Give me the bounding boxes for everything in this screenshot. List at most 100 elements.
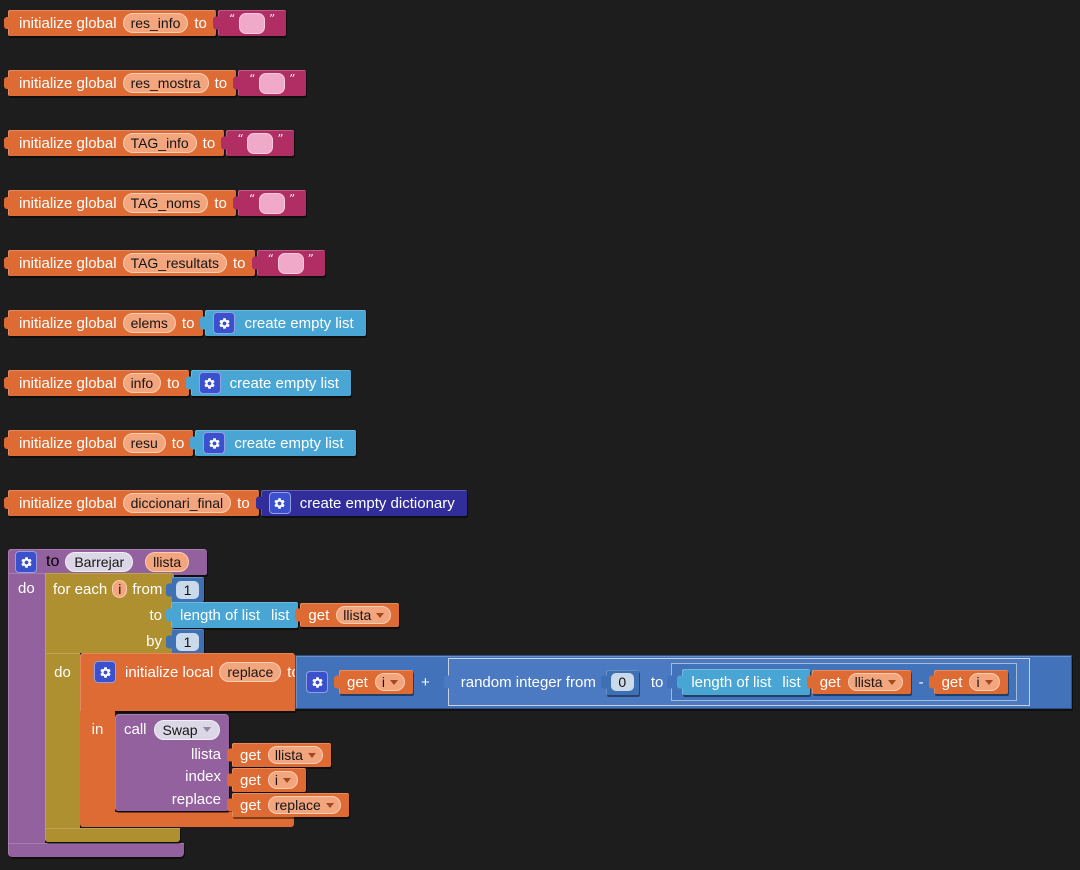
init-global-diccionari_final[interactable]: initialize global diccionari_final to cr…	[4, 490, 467, 516]
empty-string-block[interactable]: “ ”	[238, 70, 307, 96]
init-global-TAG_noms[interactable]: initialize global TAG_noms to “ ”	[4, 190, 307, 216]
global-name-field[interactable]: TAG_noms	[122, 193, 209, 213]
init-global-block[interactable]: initialize global elems to	[3, 310, 204, 336]
number-block-zero[interactable]: 0	[605, 669, 639, 695]
get-label: get	[819, 673, 841, 691]
init-global-block[interactable]: initialize global info to	[4, 370, 189, 396]
global-name-field[interactable]: TAG_resultats	[122, 253, 227, 273]
get-variable-block[interactable]: get replace	[232, 793, 349, 817]
dropdown-caret-icon	[325, 802, 334, 808]
init-global-TAG_resultats[interactable]: initialize global TAG_resultats to “ ”	[4, 250, 325, 276]
init-global-elems[interactable]: initialize global elems to create empty …	[3, 310, 366, 336]
string-text-field[interactable]	[259, 72, 286, 94]
initialize-local-block[interactable]: initialize local replace to	[80, 653, 300, 711]
create-empty-list-block[interactable]: create empty list	[195, 430, 356, 456]
init-global-block[interactable]: initialize global TAG_noms to	[4, 190, 236, 216]
init-global-block[interactable]: initialize global TAG_info to	[3, 130, 225, 156]
empty-string-block[interactable]: “ ”	[256, 250, 325, 276]
to-label: to	[149, 607, 162, 624]
mutator-gear-icon[interactable]	[268, 492, 291, 514]
procedure-param-field[interactable]: llista	[145, 552, 190, 572]
math-minus-block[interactable]: length of list list get llista - get i	[671, 663, 1017, 701]
init-global-block[interactable]: initialize global resu to	[3, 430, 194, 456]
global-name-field[interactable]: diccionari_final	[122, 493, 232, 513]
get-variable-block[interactable]: get llista	[300, 603, 400, 627]
get-variable-block[interactable]: get llista	[232, 743, 331, 767]
variable-dropdown[interactable]: llista	[847, 673, 903, 691]
string-text-field[interactable]	[258, 192, 285, 214]
number-field[interactable]: 1	[176, 580, 199, 599]
to-label: to	[237, 494, 250, 512]
call-swap-block[interactable]: call Swap llista index replace	[115, 714, 229, 811]
get-variable-block[interactable]: get i	[933, 670, 1008, 694]
init-global-keyword: initialize global	[19, 494, 117, 512]
init-global-block[interactable]: initialize global res_mostra to	[3, 70, 237, 96]
math-plus-block[interactable]: get i + random integer from 0 to length …	[295, 655, 1072, 709]
number-field[interactable]: 1	[176, 632, 199, 651]
loop-var-field[interactable]: i	[112, 580, 128, 598]
init-global-keyword: initialize global	[19, 134, 117, 152]
create-empty-dictionary-block[interactable]: create empty dictionary	[260, 490, 467, 516]
to-label: to	[202, 134, 216, 152]
init-global-block[interactable]: initialize global res_info to	[4, 10, 216, 36]
get-label: get	[347, 673, 368, 691]
global-name-field[interactable]: res_mostra	[122, 73, 209, 93]
from-label: from	[132, 580, 163, 598]
variable-dropdown[interactable]: i	[969, 673, 1000, 691]
create-empty-list-block[interactable]: create empty list	[190, 370, 351, 396]
init-global-res_mostra[interactable]: initialize global res_mostra to “ ”	[3, 70, 307, 96]
for-each-block[interactable]	[45, 573, 174, 653]
string-text-field[interactable]	[247, 132, 274, 154]
string-text-field[interactable]	[277, 252, 304, 274]
empty-string-block[interactable]: “ ”	[217, 10, 287, 36]
mutator-gear-icon[interactable]	[198, 372, 221, 394]
get-variable-block[interactable]: get i	[339, 670, 413, 694]
global-name-field[interactable]: TAG_info	[122, 133, 197, 153]
init-global-block[interactable]: initialize global TAG_resultats to	[4, 250, 255, 276]
init-global-resu[interactable]: initialize global resu to create empty l…	[3, 430, 356, 456]
number-field[interactable]: 0	[610, 673, 634, 691]
init-global-keyword: initialize global	[19, 14, 117, 32]
variable-dropdown[interactable]: llista	[267, 746, 323, 764]
open-quote: “	[267, 252, 274, 266]
call-procedure-dropdown[interactable]: Swap	[153, 719, 220, 740]
mutator-gear-icon[interactable]	[15, 551, 37, 573]
global-name-field[interactable]: res_info	[122, 13, 189, 33]
close-quote: ”	[288, 192, 296, 206]
init-global-keyword: initialize global	[19, 434, 117, 452]
global-name-field[interactable]: resu	[122, 433, 166, 453]
local-name-field[interactable]: replace	[219, 662, 282, 682]
number-block-from[interactable]: 1	[171, 577, 204, 602]
mutator-gear-icon[interactable]	[306, 671, 328, 693]
dropdown-caret-icon	[984, 679, 993, 685]
get-variable-block[interactable]: get i	[232, 768, 306, 792]
random-integer-block[interactable]: random integer from 0 to length of list …	[447, 658, 1030, 706]
procedure-name-field[interactable]: Barrejar	[65, 552, 134, 572]
empty-string-block[interactable]: “ ”	[237, 190, 307, 216]
mutator-gear-icon[interactable]	[213, 312, 236, 334]
global-name-field[interactable]: info	[122, 373, 162, 393]
mutator-gear-icon[interactable]	[203, 432, 226, 454]
mutator-gear-icon[interactable]	[94, 661, 116, 683]
create-empty-list-block[interactable]: create empty list	[205, 310, 366, 336]
get-variable-block[interactable]: get llista	[811, 670, 911, 694]
global-name-field[interactable]: elems	[122, 313, 176, 333]
init-global-TAG_info[interactable]: initialize global TAG_info to “ ”	[3, 130, 295, 156]
number-block-by[interactable]: 1	[171, 629, 204, 654]
variable-dropdown[interactable]: i	[374, 673, 405, 691]
string-text-field[interactable]	[239, 12, 266, 34]
init-global-block[interactable]: initialize global diccionari_final to	[4, 490, 259, 516]
procedure-barrejar-block[interactable]: to Barrejar llista do for each i from 1 …	[8, 549, 1072, 863]
procedure-header[interactable]: to Barrejar llista	[8, 549, 208, 575]
init-global-info[interactable]: initialize global info to create empty l…	[4, 370, 351, 396]
empty-string-block[interactable]: “ ”	[226, 130, 295, 156]
init-global-res_info[interactable]: initialize global res_info to “ ”	[4, 10, 287, 36]
get-label: get	[240, 746, 261, 764]
length-of-list-block[interactable]: length of list list	[171, 602, 299, 628]
variable-dropdown[interactable]: llista	[336, 606, 392, 624]
by-label: by	[146, 633, 162, 650]
variable-dropdown[interactable]: i	[267, 771, 298, 789]
length-of-list-block[interactable]: length of list list	[682, 669, 810, 695]
variable-dropdown[interactable]: replace	[267, 796, 341, 814]
